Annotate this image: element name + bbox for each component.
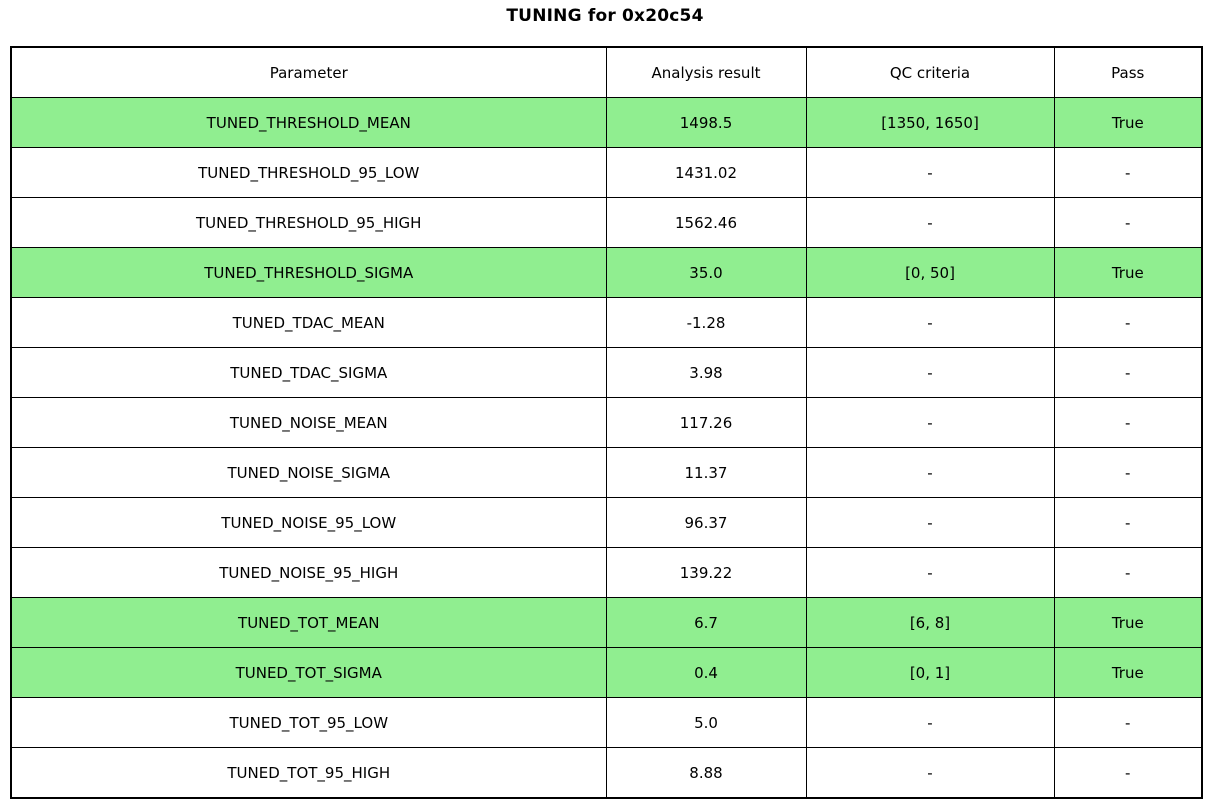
qc-cell: - (805, 547, 1055, 598)
result-cell: 1431.02 (605, 147, 807, 198)
table-row: TUNED_THRESHOLD_MEAN 1498.5 [1350, 1650]… (10, 97, 1203, 148)
result-cell: 35.0 (605, 247, 807, 298)
qc-cell: - (805, 497, 1055, 548)
table-row: TUNED_NOISE_95_LOW 96.37 - - (10, 497, 1203, 548)
param-cell: TUNED_TOT_95_LOW (10, 697, 607, 748)
pass-cell: - (1053, 397, 1203, 448)
pass-cell: True (1053, 647, 1203, 698)
result-cell: 96.37 (605, 497, 807, 548)
qc-cell: - (805, 347, 1055, 398)
result-cell: 139.22 (605, 547, 807, 598)
pass-cell: - (1053, 297, 1203, 348)
table-row: TUNED_NOISE_95_HIGH 139.22 - - (10, 547, 1203, 598)
param-cell: TUNED_TDAC_MEAN (10, 297, 607, 348)
param-cell: TUNED_TDAC_SIGMA (10, 347, 607, 398)
param-cell: TUNED_THRESHOLD_95_LOW (10, 147, 607, 198)
table-row: TUNED_THRESHOLD_95_LOW 1431.02 - - (10, 147, 1203, 198)
pass-cell: - (1053, 347, 1203, 398)
result-cell: 5.0 (605, 697, 807, 748)
pass-cell: - (1053, 747, 1203, 799)
param-cell: TUNED_THRESHOLD_MEAN (10, 97, 607, 148)
table-row: TUNED_TOT_95_LOW 5.0 - - (10, 697, 1203, 748)
table-row: TUNED_NOISE_SIGMA 11.37 - - (10, 447, 1203, 498)
qc-cell: [0, 1] (805, 647, 1055, 698)
result-cell: 1562.46 (605, 197, 807, 248)
result-cell: 8.88 (605, 747, 807, 799)
pass-cell: True (1053, 597, 1203, 648)
qc-cell: [0, 50] (805, 247, 1055, 298)
col-header-pass: Pass (1053, 46, 1203, 98)
pass-cell: - (1053, 697, 1203, 748)
table-row: TUNED_TDAC_SIGMA 3.98 - - (10, 347, 1203, 398)
pass-cell: True (1053, 247, 1203, 298)
result-cell: 11.37 (605, 447, 807, 498)
param-cell: TUNED_TOT_SIGMA (10, 647, 607, 698)
qc-cell: - (805, 697, 1055, 748)
qc-cell: [1350, 1650] (805, 97, 1055, 148)
qc-cell: [6, 8] (805, 597, 1055, 648)
result-cell: 3.98 (605, 347, 807, 398)
param-cell: TUNED_NOISE_95_HIGH (10, 547, 607, 598)
param-cell: TUNED_TOT_95_HIGH (10, 747, 607, 799)
col-header-analysis-result: Analysis result (605, 46, 807, 98)
table-row: TUNED_NOISE_MEAN 117.26 - - (10, 397, 1203, 448)
table-row: TUNED_TDAC_MEAN -1.28 - - (10, 297, 1203, 348)
pass-cell: True (1053, 97, 1203, 148)
table-row: TUNED_THRESHOLD_95_HIGH 1562.46 - - (10, 197, 1203, 248)
qc-cell: - (805, 747, 1055, 799)
param-cell: TUNED_TOT_MEAN (10, 597, 607, 648)
pass-cell: - (1053, 197, 1203, 248)
pass-cell: - (1053, 147, 1203, 198)
page-title: TUNING for 0x20c54 (506, 6, 704, 26)
table-row: TUNED_TOT_SIGMA 0.4 [0, 1] True (10, 647, 1203, 698)
col-header-qc-criteria: QC criteria (805, 46, 1055, 98)
result-cell: 117.26 (605, 397, 807, 448)
table-row: TUNED_TOT_MEAN 6.7 [6, 8] True (10, 597, 1203, 648)
result-cell: 6.7 (605, 597, 807, 648)
result-cell: 1498.5 (605, 97, 807, 148)
pass-cell: - (1053, 547, 1203, 598)
col-header-parameter: Parameter (10, 46, 607, 98)
table-row: TUNED_TOT_95_HIGH 8.88 - - (10, 747, 1203, 799)
table-row: TUNED_THRESHOLD_SIGMA 35.0 [0, 50] True (10, 247, 1203, 298)
qc-cell: - (805, 147, 1055, 198)
qc-cell: - (805, 397, 1055, 448)
result-cell: 0.4 (605, 647, 807, 698)
qc-cell: - (805, 447, 1055, 498)
param-cell: TUNED_NOISE_SIGMA (10, 447, 607, 498)
param-cell: TUNED_NOISE_MEAN (10, 397, 607, 448)
table-header-row: Parameter Analysis result QC criteria Pa… (10, 46, 1203, 98)
param-cell: TUNED_THRESHOLD_SIGMA (10, 247, 607, 298)
pass-cell: - (1053, 497, 1203, 548)
result-cell: -1.28 (605, 297, 807, 348)
qc-cell: - (805, 197, 1055, 248)
param-cell: TUNED_THRESHOLD_95_HIGH (10, 197, 607, 248)
pass-cell: - (1053, 447, 1203, 498)
param-cell: TUNED_NOISE_95_LOW (10, 497, 607, 548)
qc-cell: - (805, 297, 1055, 348)
qc-results-table: Parameter Analysis result QC criteria Pa… (10, 46, 1203, 799)
